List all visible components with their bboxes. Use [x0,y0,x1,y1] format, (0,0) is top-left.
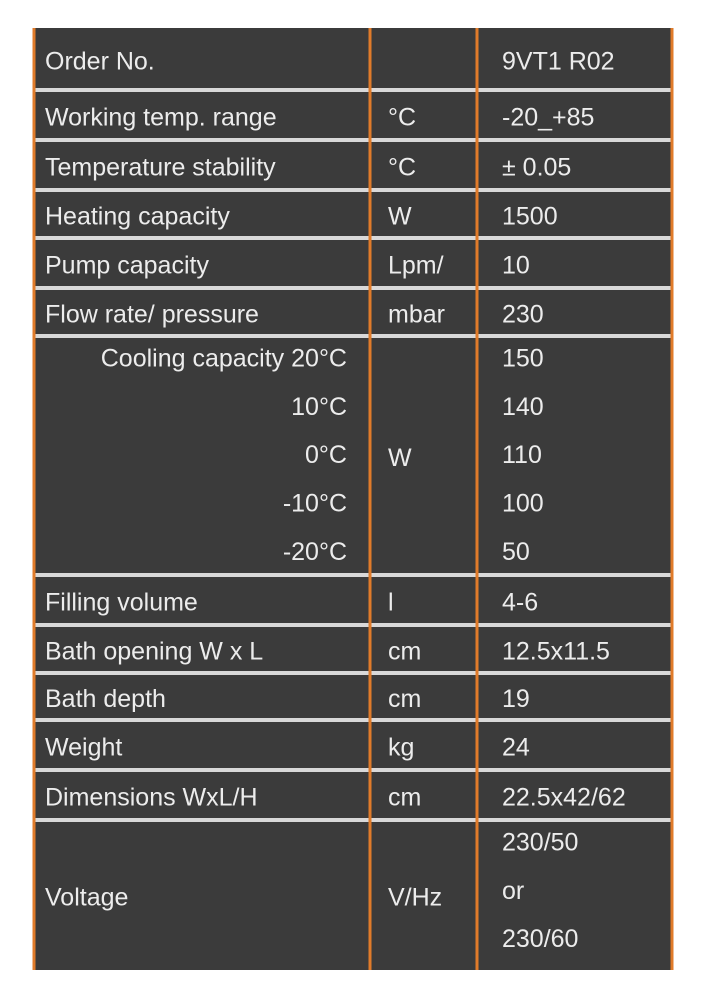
row-label: 10°C [291,393,347,421]
row-unit: cm [388,685,421,713]
row-label: Bath depth [45,685,166,713]
row-label: Filling volume [45,589,198,617]
row-label: Flow rate/ pressure [45,301,259,329]
row-value: 230 [502,301,544,329]
row-value: or [502,877,524,905]
row-value: 4-6 [502,589,538,617]
row-unit: kg [388,734,414,762]
row-label: Heating capacity [45,203,230,231]
row-label: Order No. [45,48,155,76]
row-unit: °C [388,104,416,132]
row-unit: mbar [388,301,445,329]
table-background [33,28,673,970]
row-value: 110 [502,441,542,469]
row-value: 1500 [502,203,558,231]
row-value: 150 [502,345,544,373]
row-label: Cooling capacity 20°C [101,345,347,373]
row-label: Bath opening W x L [45,638,263,666]
row-label: Temperature stability [45,154,276,182]
row-value: 230/60 [502,925,578,953]
row-value: 24 [502,734,530,762]
row-value: ± 0.05 [502,154,571,182]
row-label: Pump capacity [45,252,209,280]
row-unit: Lpm/ [388,252,444,280]
row-value: -20_+85 [502,104,594,132]
row-label: Voltage [45,884,128,912]
row-unit: W [388,203,412,231]
row-unit: V/Hz [388,884,442,912]
row-value: 22.5x42/62 [502,784,626,812]
row-unit: W [388,444,412,472]
row-value: 9VT1 R02 [502,48,615,76]
row-value: 230/50 [502,829,578,857]
row-unit: cm [388,638,421,666]
row-value: 19 [502,685,530,713]
row-value: 140 [502,393,544,421]
row-value: 100 [502,490,544,518]
row-label: Weight [45,734,122,762]
row-label: Dimensions WxL/H [45,784,258,812]
row-label: -10°C [283,490,347,518]
row-value: 10 [502,252,530,280]
row-label: 0°C [305,441,347,469]
row-value: 12.5x11.5 [502,638,610,666]
row-value: 50 [502,538,530,566]
row-unit: °C [388,154,416,182]
row-unit: cm [388,784,421,812]
row-label: -20°C [283,538,347,566]
row-label: Working temp. range [45,104,277,132]
row-unit: l [388,589,394,617]
